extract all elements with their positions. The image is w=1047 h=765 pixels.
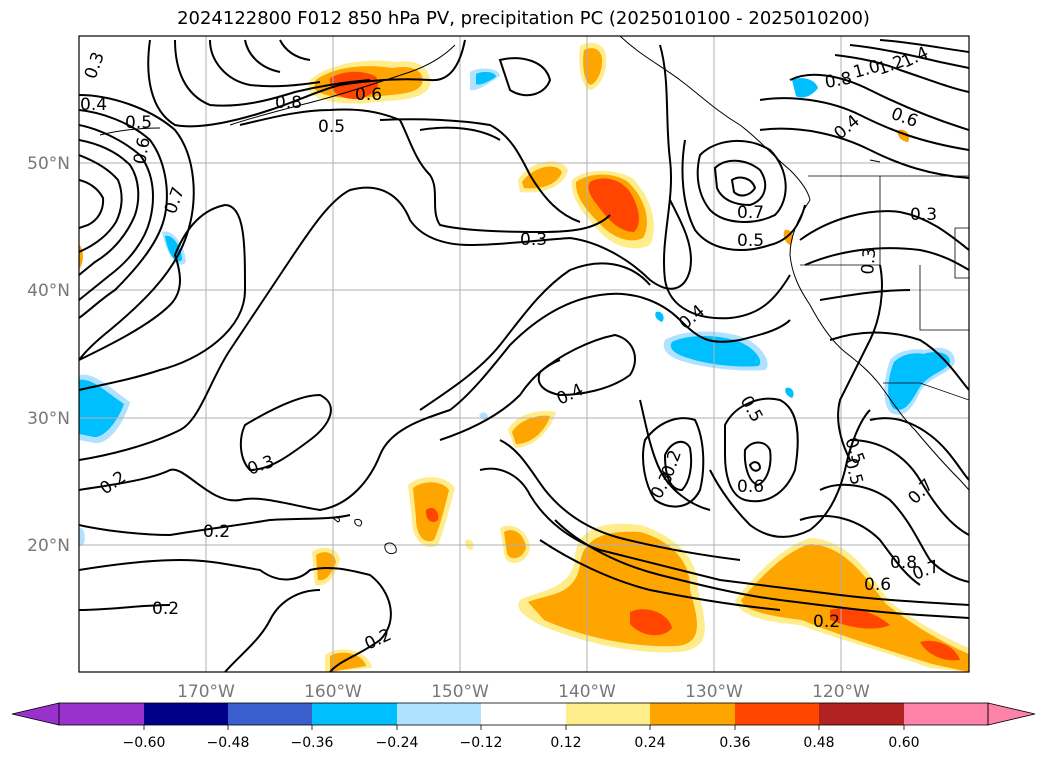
x-axis-ticks: 170°W 160°W 150°W 140°W 130°W 120°W	[177, 682, 870, 702]
x-tick-label: 140°W	[558, 682, 616, 702]
precip-negative-shading	[79, 68, 955, 546]
x-tick-label: 120°W	[812, 682, 870, 702]
colorbar-segment	[481, 703, 566, 725]
contour-label: 0.5	[737, 231, 764, 251]
contour-label: 0.6	[864, 575, 891, 595]
colorbar-tick-label: −0.60	[123, 735, 166, 751]
colorbar-segment	[819, 703, 904, 725]
y-axis-ticks: 50°N 40°N 30°N 20°N	[27, 154, 70, 556]
y-tick-label: 40°N	[27, 281, 70, 301]
colorbar-segment	[735, 703, 819, 725]
x-tick-label: 170°W	[177, 682, 235, 702]
colorbar-tick-label: 0.48	[803, 735, 834, 751]
colorbar-outline	[58, 702, 989, 726]
x-tick-label: 150°W	[431, 682, 489, 702]
chart-title: 2024122800 F012 850 hPa PV, precipitatio…	[177, 8, 870, 29]
contour-label: 0.8	[823, 69, 853, 93]
contour-label: 0.5	[318, 117, 345, 137]
pv-contours	[79, 39, 969, 672]
map-frame	[78, 35, 970, 673]
colorbar-tick-label: −0.36	[291, 735, 334, 751]
contour-label: 0.6	[130, 136, 154, 166]
colorbar-tick-label: 0.36	[719, 735, 750, 751]
x-tick-label: 160°W	[304, 682, 362, 702]
colorbar-segment	[566, 703, 650, 725]
precip-positive-shading	[79, 42, 969, 672]
colorbar-segment	[144, 703, 228, 725]
contour-label: 0.3	[910, 205, 937, 225]
contour-label: 0.3	[520, 230, 547, 250]
x-tick-label: 130°W	[685, 682, 743, 702]
colorbar-segment	[312, 703, 397, 725]
colorbar: −0.60 −0.48 −0.36 −0.24 −0.12 0.12 0.24 …	[11, 702, 1036, 751]
colorbar-tick-label: −0.24	[376, 735, 419, 751]
colorbar-tick-label: 0.60	[888, 735, 919, 751]
contour-label: 0.3	[858, 247, 880, 276]
contour-label: 0.2	[813, 612, 840, 632]
colorbar-extend-min	[11, 702, 60, 726]
y-tick-label: 50°N	[27, 154, 70, 174]
colorbar-tick-label: 0.12	[550, 735, 581, 751]
colorbar-segment	[650, 703, 735, 725]
contour-label: 0.8	[890, 553, 917, 573]
contour-label: 0.2	[152, 599, 179, 619]
colorbar-segment	[397, 703, 481, 725]
colorbar-segment	[904, 703, 988, 725]
contour-label: 0.2	[203, 522, 230, 542]
contour-label: 0.6	[355, 85, 382, 105]
contour-label: 0.8	[275, 93, 302, 113]
contour-label: 0.4	[80, 95, 107, 115]
colorbar-tick-label: −0.48	[207, 735, 250, 751]
colorbar-segment	[228, 703, 312, 725]
y-tick-label: 20°N	[27, 536, 70, 556]
colorbar-tick-label: −0.12	[460, 735, 503, 751]
colorbar-segment	[59, 703, 144, 725]
contour-label: 0.6	[737, 477, 764, 497]
colorbar-tick-label: 0.24	[634, 735, 665, 751]
contour-label: 0.7	[737, 203, 764, 223]
y-tick-label: 30°N	[27, 409, 70, 429]
colorbar-extend-max	[987, 702, 1036, 726]
contour-label: 0.5	[125, 113, 152, 133]
